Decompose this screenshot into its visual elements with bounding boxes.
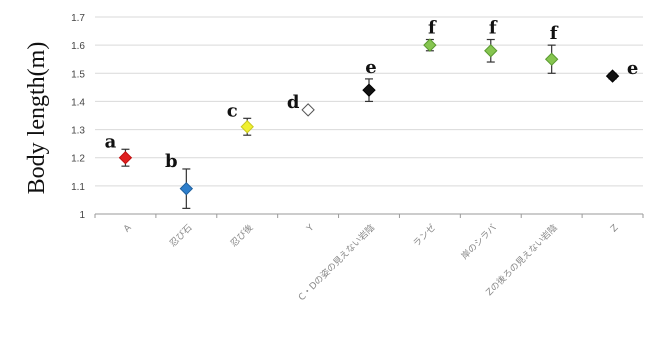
y-tick-label: 1.7 xyxy=(71,13,85,24)
category-label: 忍び後 xyxy=(228,222,256,250)
data-marker xyxy=(605,69,620,83)
y-axis-title: Body length(m) xyxy=(24,42,50,195)
category-label: A xyxy=(122,222,134,234)
significance-label: a xyxy=(105,131,117,152)
y-tick-label: 1.3 xyxy=(71,126,85,137)
category-label: 忍び石 xyxy=(168,222,195,249)
gridlines xyxy=(95,16,643,215)
category-label: ランゼ xyxy=(410,222,438,250)
significance-label: f xyxy=(428,18,437,39)
y-tick-label: 1.1 xyxy=(71,182,85,193)
significance-label: e xyxy=(365,57,376,78)
significance-label: c xyxy=(227,100,238,121)
significance-labels: a b c d e f f f e xyxy=(105,18,639,172)
y-tick-label: 1.2 xyxy=(71,154,85,165)
data-marker xyxy=(544,52,559,66)
markers xyxy=(118,38,620,196)
data-marker xyxy=(484,44,498,58)
significance-label: d xyxy=(287,92,300,113)
y-tick-label: 1.6 xyxy=(71,41,85,52)
y-tick-label: 1.5 xyxy=(71,69,85,80)
category-label: 岸のシラバ xyxy=(459,222,499,262)
significance-label: f xyxy=(550,23,559,44)
x-axis xyxy=(94,214,644,218)
data-marker xyxy=(423,38,437,52)
data-marker xyxy=(301,103,315,117)
data-marker xyxy=(179,181,194,196)
significance-label: e xyxy=(627,58,638,79)
significance-label: b xyxy=(165,151,178,172)
category-label: Y xyxy=(305,223,317,235)
data-marker xyxy=(362,83,376,97)
data-marker xyxy=(240,120,254,134)
category-label: Z xyxy=(609,223,620,234)
y-ticks: 1 1.1 1.2 1.3 1.4 1.5 1.6 1.7 xyxy=(71,13,85,221)
y-tick-label: 1 xyxy=(79,210,85,221)
significance-label: f xyxy=(489,18,498,39)
data-marker xyxy=(118,151,133,165)
y-tick-label: 1.4 xyxy=(71,97,85,108)
category-label: C・Dの姿の見えない岩陰 xyxy=(296,222,377,303)
